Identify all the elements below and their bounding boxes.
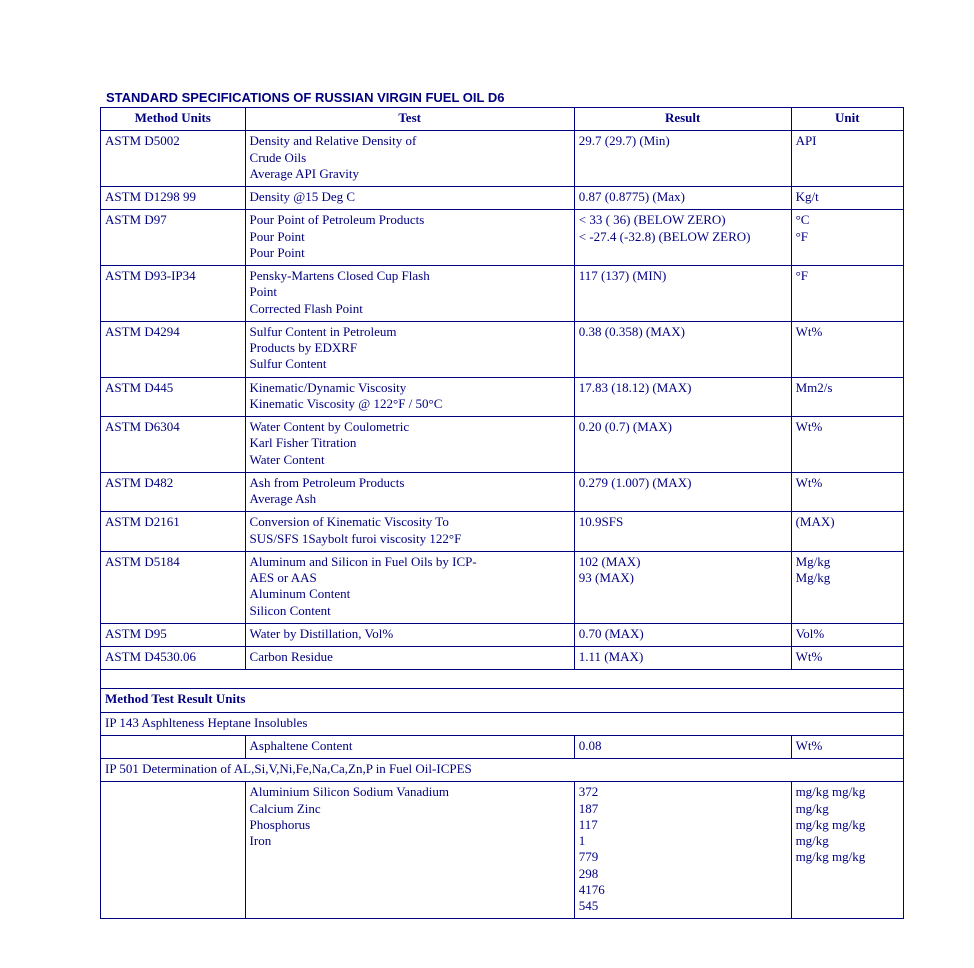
document-page: STANDARD SPECIFICATIONS OF RUSSIAN VIRGI… bbox=[0, 0, 974, 939]
table-row: Aluminium Silicon Sodium Vanadium Calciu… bbox=[101, 782, 904, 919]
col-header-test: Test bbox=[245, 108, 574, 131]
cell-method: ASTM D6304 bbox=[101, 417, 246, 473]
cell-result: 10.9SFS bbox=[574, 512, 791, 552]
cell-unit: API bbox=[791, 131, 903, 187]
cell-unit: °C °F bbox=[791, 210, 903, 266]
cell-result: 0.87 (0.8775) (Max) bbox=[574, 187, 791, 210]
table-header-row: Method Units Test Result Unit bbox=[101, 108, 904, 131]
subsection-row: IP 501 Determination of AL,Si,V,Ni,Fe,Na… bbox=[101, 759, 904, 782]
cell-method: ASTM D4530.06 bbox=[101, 647, 246, 670]
cell-method: ASTM D482 bbox=[101, 472, 246, 512]
section-header: Method Test Result Units bbox=[101, 689, 904, 712]
cell-test: Conversion of Kinematic Viscosity To SUS… bbox=[245, 512, 574, 552]
table-row: ASTM D5184Aluminum and Silicon in Fuel O… bbox=[101, 551, 904, 623]
cell-test: Kinematic/Dynamic Viscosity Kinematic Vi… bbox=[245, 377, 574, 417]
cell-test: Aluminum and Silicon in Fuel Oils by ICP… bbox=[245, 551, 574, 623]
cell-unit: Kg/t bbox=[791, 187, 903, 210]
cell-test: Ash from Petroleum Products Average Ash bbox=[245, 472, 574, 512]
table-row: ASTM D4530.06Carbon Residue1.11 (MAX)Wt% bbox=[101, 647, 904, 670]
table-row: ASTM D4294Sulfur Content in Petroleum Pr… bbox=[101, 321, 904, 377]
cell-result: 372 187 117 1 779 298 4176 545 bbox=[574, 782, 791, 919]
cell-test: Sulfur Content in Petroleum Products by … bbox=[245, 321, 574, 377]
cell-test: Density and Relative Density of Crude Oi… bbox=[245, 131, 574, 187]
table-row: ASTM D445Kinematic/Dynamic Viscosity Kin… bbox=[101, 377, 904, 417]
cell-test: Aluminium Silicon Sodium Vanadium Calciu… bbox=[245, 782, 574, 919]
subsection-row: IP 143 Asphlteness Heptane Insolubles bbox=[101, 712, 904, 735]
cell-method: ASTM D4294 bbox=[101, 321, 246, 377]
cell-result: 0.279 (1.007) (MAX) bbox=[574, 472, 791, 512]
cell-test: Water Content by Coulometric Karl Fisher… bbox=[245, 417, 574, 473]
cell-unit: Vol% bbox=[791, 623, 903, 646]
cell-unit: Wt% bbox=[791, 417, 903, 473]
table-row: ASTM D482Ash from Petroleum Products Ave… bbox=[101, 472, 904, 512]
cell-test: Carbon Residue bbox=[245, 647, 574, 670]
cell-unit: °F bbox=[791, 266, 903, 322]
cell-unit: Mg/kg Mg/kg bbox=[791, 551, 903, 623]
cell-result: 0.08 bbox=[574, 735, 791, 758]
cell-result: 102 (MAX) 93 (MAX) bbox=[574, 551, 791, 623]
cell-unit: Mm2/s bbox=[791, 377, 903, 417]
table-row: ASTM D97Pour Point of Petroleum Products… bbox=[101, 210, 904, 266]
cell-unit: Wt% bbox=[791, 735, 903, 758]
cell-method: ASTM D2161 bbox=[101, 512, 246, 552]
subsection-label: IP 143 Asphlteness Heptane Insolubles bbox=[101, 712, 904, 735]
cell-result: 0.38 (0.358) (MAX) bbox=[574, 321, 791, 377]
col-header-result: Result bbox=[574, 108, 791, 131]
cell-test: Asphaltene Content bbox=[245, 735, 574, 758]
cell-method: ASTM D93-IP34 bbox=[101, 266, 246, 322]
section-header-row: Method Test Result Units bbox=[101, 689, 904, 712]
cell-method: ASTM D5184 bbox=[101, 551, 246, 623]
table-row: ASTM D6304Water Content by Coulometric K… bbox=[101, 417, 904, 473]
table-row: ASTM D95Water by Distillation, Vol%0.70 … bbox=[101, 623, 904, 646]
cell-result: 0.70 (MAX) bbox=[574, 623, 791, 646]
cell-method: ASTM D95 bbox=[101, 623, 246, 646]
cell-result: 29.7 (29.7) (Min) bbox=[574, 131, 791, 187]
cell-result: 0.20 (0.7) (MAX) bbox=[574, 417, 791, 473]
cell-method: ASTM D445 bbox=[101, 377, 246, 417]
table-row: ASTM D1298 99Density @15 Deg C0.87 (0.87… bbox=[101, 187, 904, 210]
cell-result: 17.83 (18.12) (MAX) bbox=[574, 377, 791, 417]
table-row: ASTM D5002Density and Relative Density o… bbox=[101, 131, 904, 187]
page-title: STANDARD SPECIFICATIONS OF RUSSIAN VIRGI… bbox=[106, 90, 904, 105]
cell-test: Pensky-Martens Closed Cup Flash Point Co… bbox=[245, 266, 574, 322]
cell-result: < 33 ( 36) (BELOW ZERO) < -27.4 (-32.8) … bbox=[574, 210, 791, 266]
cell-unit: mg/kg mg/kg mg/kg mg/kg mg/kg mg/kg mg/k… bbox=[791, 782, 903, 919]
cell-unit: Wt% bbox=[791, 472, 903, 512]
col-header-method: Method Units bbox=[101, 108, 246, 131]
table-row: Asphaltene Content 0.08 Wt% bbox=[101, 735, 904, 758]
cell-unit: Wt% bbox=[791, 321, 903, 377]
cell-method bbox=[101, 782, 246, 919]
cell-unit: (MAX) bbox=[791, 512, 903, 552]
cell-test: Density @15 Deg C bbox=[245, 187, 574, 210]
cell-result: 117 (137) (MIN) bbox=[574, 266, 791, 322]
cell-method: ASTM D97 bbox=[101, 210, 246, 266]
spec-table: Method Units Test Result Unit ASTM D5002… bbox=[100, 107, 904, 919]
blank-row bbox=[101, 670, 904, 689]
cell-method bbox=[101, 735, 246, 758]
table-row: ASTM D93-IP34Pensky-Martens Closed Cup F… bbox=[101, 266, 904, 322]
cell-method: ASTM D1298 99 bbox=[101, 187, 246, 210]
cell-test: Water by Distillation, Vol% bbox=[245, 623, 574, 646]
cell-method: ASTM D5002 bbox=[101, 131, 246, 187]
subsection-label: IP 501 Determination of AL,Si,V,Ni,Fe,Na… bbox=[101, 759, 904, 782]
cell-unit: Wt% bbox=[791, 647, 903, 670]
table-row: ASTM D2161Conversion of Kinematic Viscos… bbox=[101, 512, 904, 552]
cell-test: Pour Point of Petroleum Products Pour Po… bbox=[245, 210, 574, 266]
cell-result: 1.11 (MAX) bbox=[574, 647, 791, 670]
col-header-unit: Unit bbox=[791, 108, 903, 131]
